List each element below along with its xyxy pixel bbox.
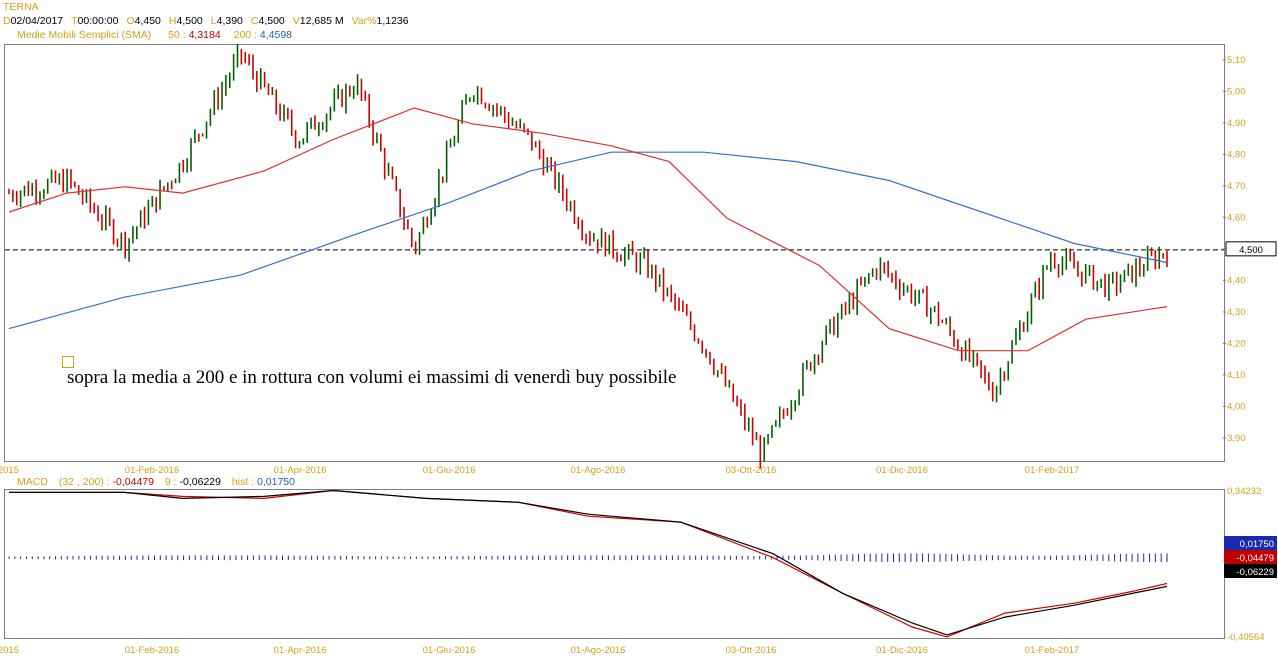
date-tick-label: 01-Giu-2016 [423, 465, 476, 476]
date-tick-label: Dic-2015 [0, 645, 19, 656]
readout-value: 12,685 M [299, 15, 344, 27]
macd-chart[interactable] [5, 489, 1224, 638]
price-tick-label: 4,00 [1227, 401, 1246, 412]
date-tick-label: Dic-2015 [0, 465, 19, 476]
readout-value: 4,390 [216, 15, 243, 27]
sma50-line [8, 107, 1168, 352]
readout-key: V [292, 15, 300, 27]
macd-panel[interactable] [4, 489, 1225, 639]
date-tick-label: 01-Apr-2016 [274, 645, 327, 656]
macd-value-label: -0,06229 [1236, 567, 1274, 578]
date-tick-label: 01-Feb-2016 [125, 465, 179, 476]
date-tick-label: 01-Dic-2016 [876, 465, 928, 476]
date-tick-label: 01-Feb-2016 [125, 645, 179, 656]
sma200-line [8, 151, 1168, 330]
price-panel[interactable]: sopra la media a 200 e in rottura con vo… [4, 44, 1225, 469]
date-tick-label: 01-Ago-2016 [571, 645, 626, 656]
annotation-box [62, 356, 74, 368]
readout-key: L [210, 15, 217, 27]
macd-value-box [1224, 564, 1277, 578]
annotation-text: sopra la media a 200 e in rottura con vo… [67, 367, 677, 388]
date-tick-label: 01-Apr-2016 [274, 465, 327, 476]
date-tick-label: 01-Ago-2016 [571, 465, 626, 476]
readout-key: Var% [351, 15, 377, 27]
price-tick-label: 3,90 [1227, 433, 1246, 444]
price-tick-label: 4,70 [1227, 181, 1246, 192]
macd-line [9, 489, 1168, 636]
readout-value: 4,500 [258, 15, 285, 27]
readout-key: O [126, 15, 135, 27]
readout-key: T [71, 15, 78, 27]
macd-min-label: -0,40564 [1227, 632, 1265, 643]
macd-value-label: -0,04479 [1236, 553, 1274, 564]
readout-value: 1,1236 [376, 15, 409, 27]
macd-max-label: 0,34232 [1227, 486, 1261, 497]
price-tick-label: 4,30 [1227, 307, 1246, 318]
macd-value-label: 0,01750 [1240, 539, 1274, 550]
price-tick-label: 5,10 [1227, 55, 1246, 66]
price-tick-label: 4,40 [1227, 275, 1246, 286]
readout-value: 4,500 [176, 15, 203, 27]
date-tick-label: 03-Ott-2016 [726, 645, 777, 656]
price-tick-label: 4,10 [1227, 370, 1246, 381]
reference-value-label: 4,500 [1239, 245, 1263, 256]
date-tick-label: 01-Feb-2017 [1025, 645, 1079, 656]
price-tick-label: 4,80 [1227, 149, 1246, 160]
price-tick-label: 4,90 [1227, 118, 1246, 129]
macd-value-box [1224, 550, 1277, 564]
readout-key: H [168, 15, 177, 27]
sma-legend: Medie Mobili Semplici (SMA) 50 : 4,3184 … [17, 29, 293, 41]
macd-legend: MACD (32 , 200) : -0,04479 9 : -0,06229 … [17, 476, 295, 488]
readout-value: 02/04/2017 [10, 15, 64, 27]
date-tick-label: 03-Ott-2016 [726, 465, 777, 476]
price-axis: 5,105,004,904,804,704,604,504,404,304,20… [0, 55, 1277, 476]
date-tick-label: 01-Giu-2016 [423, 645, 476, 656]
readout-value: 4,450 [134, 15, 161, 27]
price-tick-label: 4,20 [1227, 338, 1246, 349]
macd-value-box [1224, 536, 1277, 550]
readout-key: D [3, 15, 11, 27]
readout-key: C [250, 15, 259, 27]
chart-title: TERNA [3, 1, 39, 13]
readout-value: 00:00:00 [77, 15, 119, 27]
price-tick-label: 5,00 [1227, 86, 1246, 97]
date-tick-label: 01-Feb-2017 [1025, 465, 1079, 476]
date-tick-label: 01-Dic-2016 [876, 645, 928, 656]
reference-value-box [1225, 241, 1277, 257]
price-chart[interactable] [5, 44, 1224, 469]
ohlc-readout: D02/04/2017 T00:00:00 O4,450 H4,500 L4,390 C4… [3, 15, 417, 27]
price-tick-label: 4,60 [1227, 212, 1246, 223]
